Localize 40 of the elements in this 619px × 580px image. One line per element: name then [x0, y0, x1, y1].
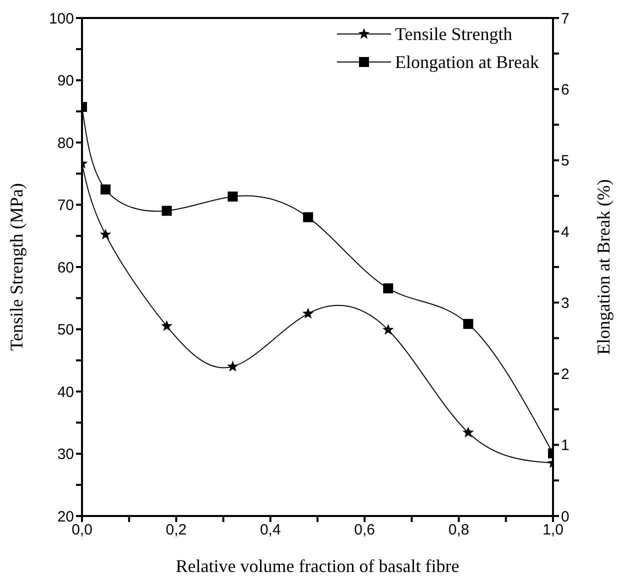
- y2-tick-label: 5: [561, 152, 570, 170]
- x-tick-label: 0,2: [166, 522, 187, 539]
- point: [382, 324, 394, 335]
- point: [162, 206, 172, 216]
- y-tick-label: 50: [57, 322, 74, 339]
- x-tick-label: 0,6: [354, 522, 376, 539]
- y-axis-title: Tensile Strength (MPa): [6, 183, 26, 351]
- y-tick-label: 70: [57, 197, 74, 214]
- point: [100, 228, 112, 240]
- y2-axis-title: Elongation at Break (%): [593, 179, 614, 355]
- point: [161, 320, 172, 331]
- y2-tick-label: 3: [561, 294, 570, 312]
- y-tick-label: 40: [57, 384, 74, 401]
- legend-label: Elongation at Break: [395, 52, 539, 72]
- point: [303, 212, 314, 222]
- y-tick-label: 90: [57, 72, 74, 90]
- y2-tick-label: 0: [561, 508, 570, 526]
- x-tick-label: 1,0: [542, 522, 564, 539]
- point: [462, 426, 474, 438]
- point: [383, 283, 394, 294]
- y2-tick-label: 2: [561, 366, 570, 384]
- y2-tick-label: 4: [561, 224, 570, 241]
- y-tick-label: 100: [48, 10, 74, 28]
- point: [100, 184, 111, 194]
- y-tick-label: 60: [57, 259, 74, 276]
- y2-tick-label: 6: [561, 81, 570, 98]
- x-tick-label: 0,4: [260, 522, 281, 539]
- y-tick-label: 30: [57, 446, 74, 464]
- y-tick-label: 80: [57, 134, 74, 152]
- y-tick-label: 20: [57, 508, 74, 526]
- x-axis-title: Relative volume fraction of basalt fibre: [176, 556, 460, 576]
- x-tick-label: 0,8: [448, 522, 470, 539]
- y2-tick-label: 7: [561, 10, 570, 28]
- point: [228, 192, 238, 202]
- point: [227, 360, 238, 372]
- x-tick-label: 0,0: [72, 522, 92, 539]
- point: [463, 318, 474, 329]
- legend-label: Tensile Strength: [395, 24, 512, 44]
- y2-tick-label: 1: [561, 437, 570, 454]
- point: [302, 308, 314, 319]
